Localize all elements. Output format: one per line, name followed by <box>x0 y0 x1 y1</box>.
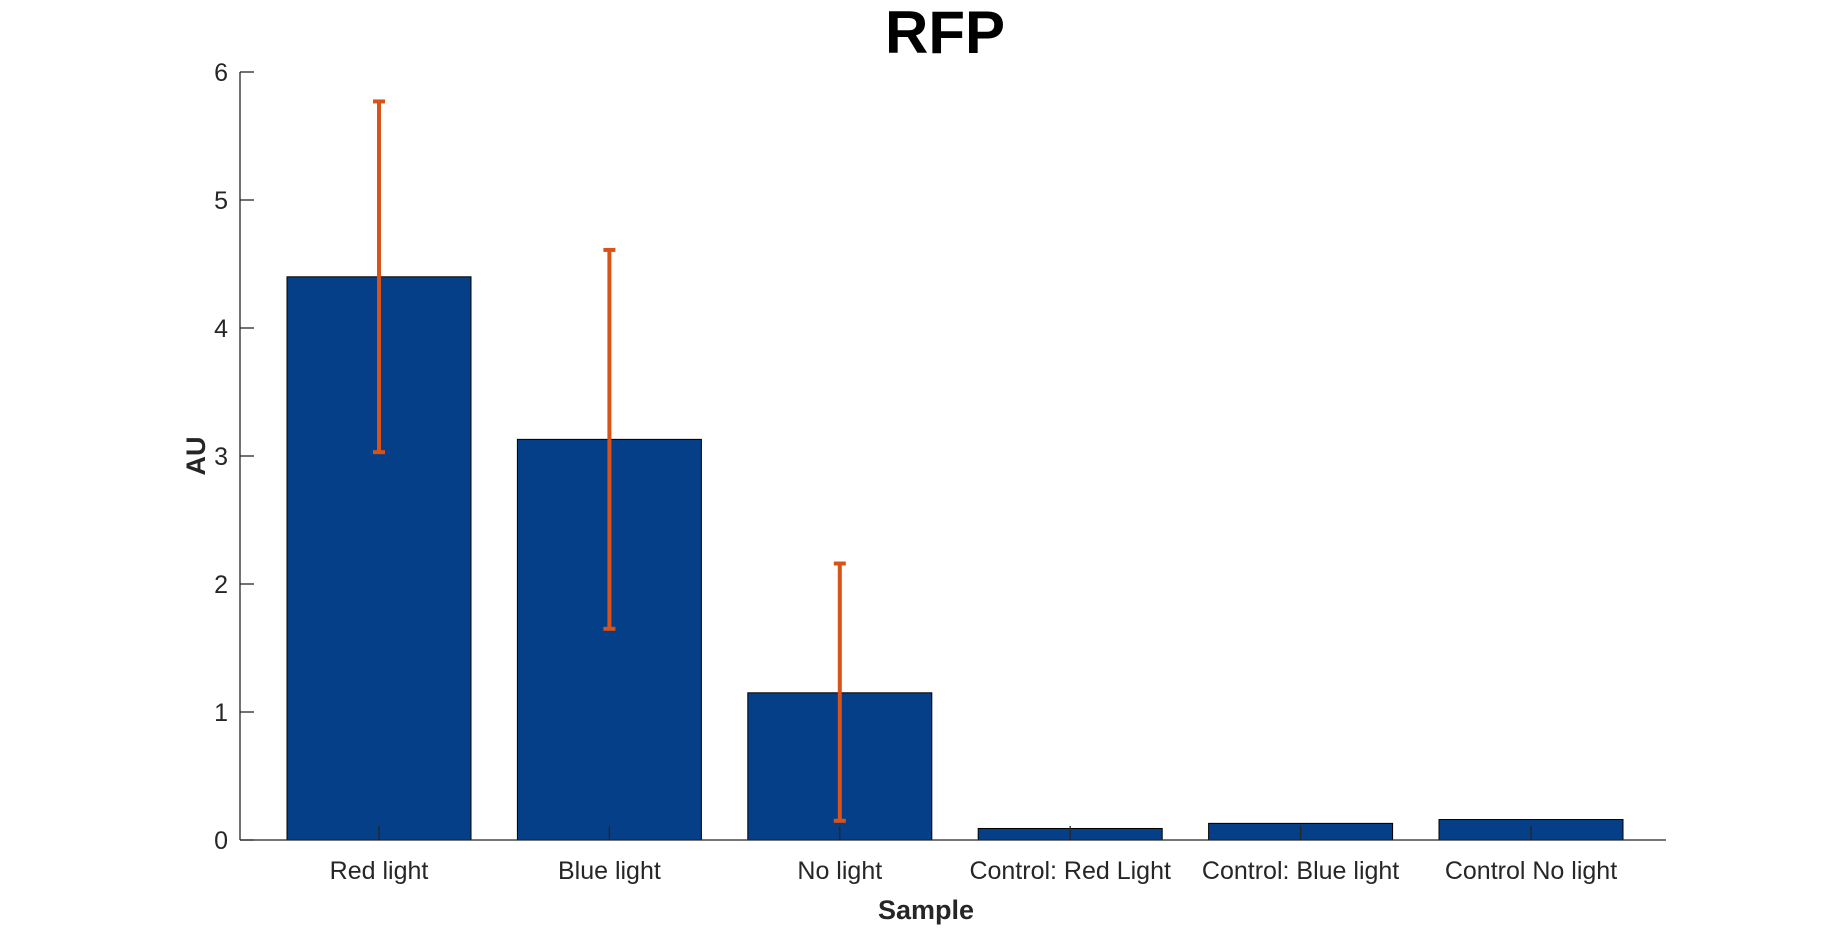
error-bar <box>373 99 385 455</box>
error-bars-layer <box>373 99 846 823</box>
x-tick-label: Red light <box>330 857 429 885</box>
error-bar <box>833 561 846 823</box>
x-tick-label: Control: Blue light <box>1202 857 1399 885</box>
y-tick-label: 2 <box>214 571 228 599</box>
y-tick-label: 4 <box>214 315 228 343</box>
ticks-layer: 0 1 2 3 4 5 6 Red light Blue light No light Contro… <box>214 59 1617 885</box>
bars-layer <box>286 276 1624 841</box>
y-axis-label: AU <box>181 437 211 476</box>
chart-title: RFP <box>885 0 1005 66</box>
y-tick-label: 1 <box>214 699 228 727</box>
x-tick-label: No light <box>797 857 882 885</box>
x-tick-label: Control No light <box>1445 857 1617 885</box>
y-tick-label: 6 <box>214 59 228 87</box>
y-tick-label: 3 <box>214 443 228 471</box>
y-tick-label: 0 <box>214 827 228 855</box>
x-tick-label: Blue light <box>558 857 661 885</box>
y-tick-label: 5 <box>214 187 228 215</box>
x-tick-label: Control: Red Light <box>969 857 1171 885</box>
error-bar <box>603 247 616 631</box>
x-axis-label: Sample <box>878 895 974 925</box>
